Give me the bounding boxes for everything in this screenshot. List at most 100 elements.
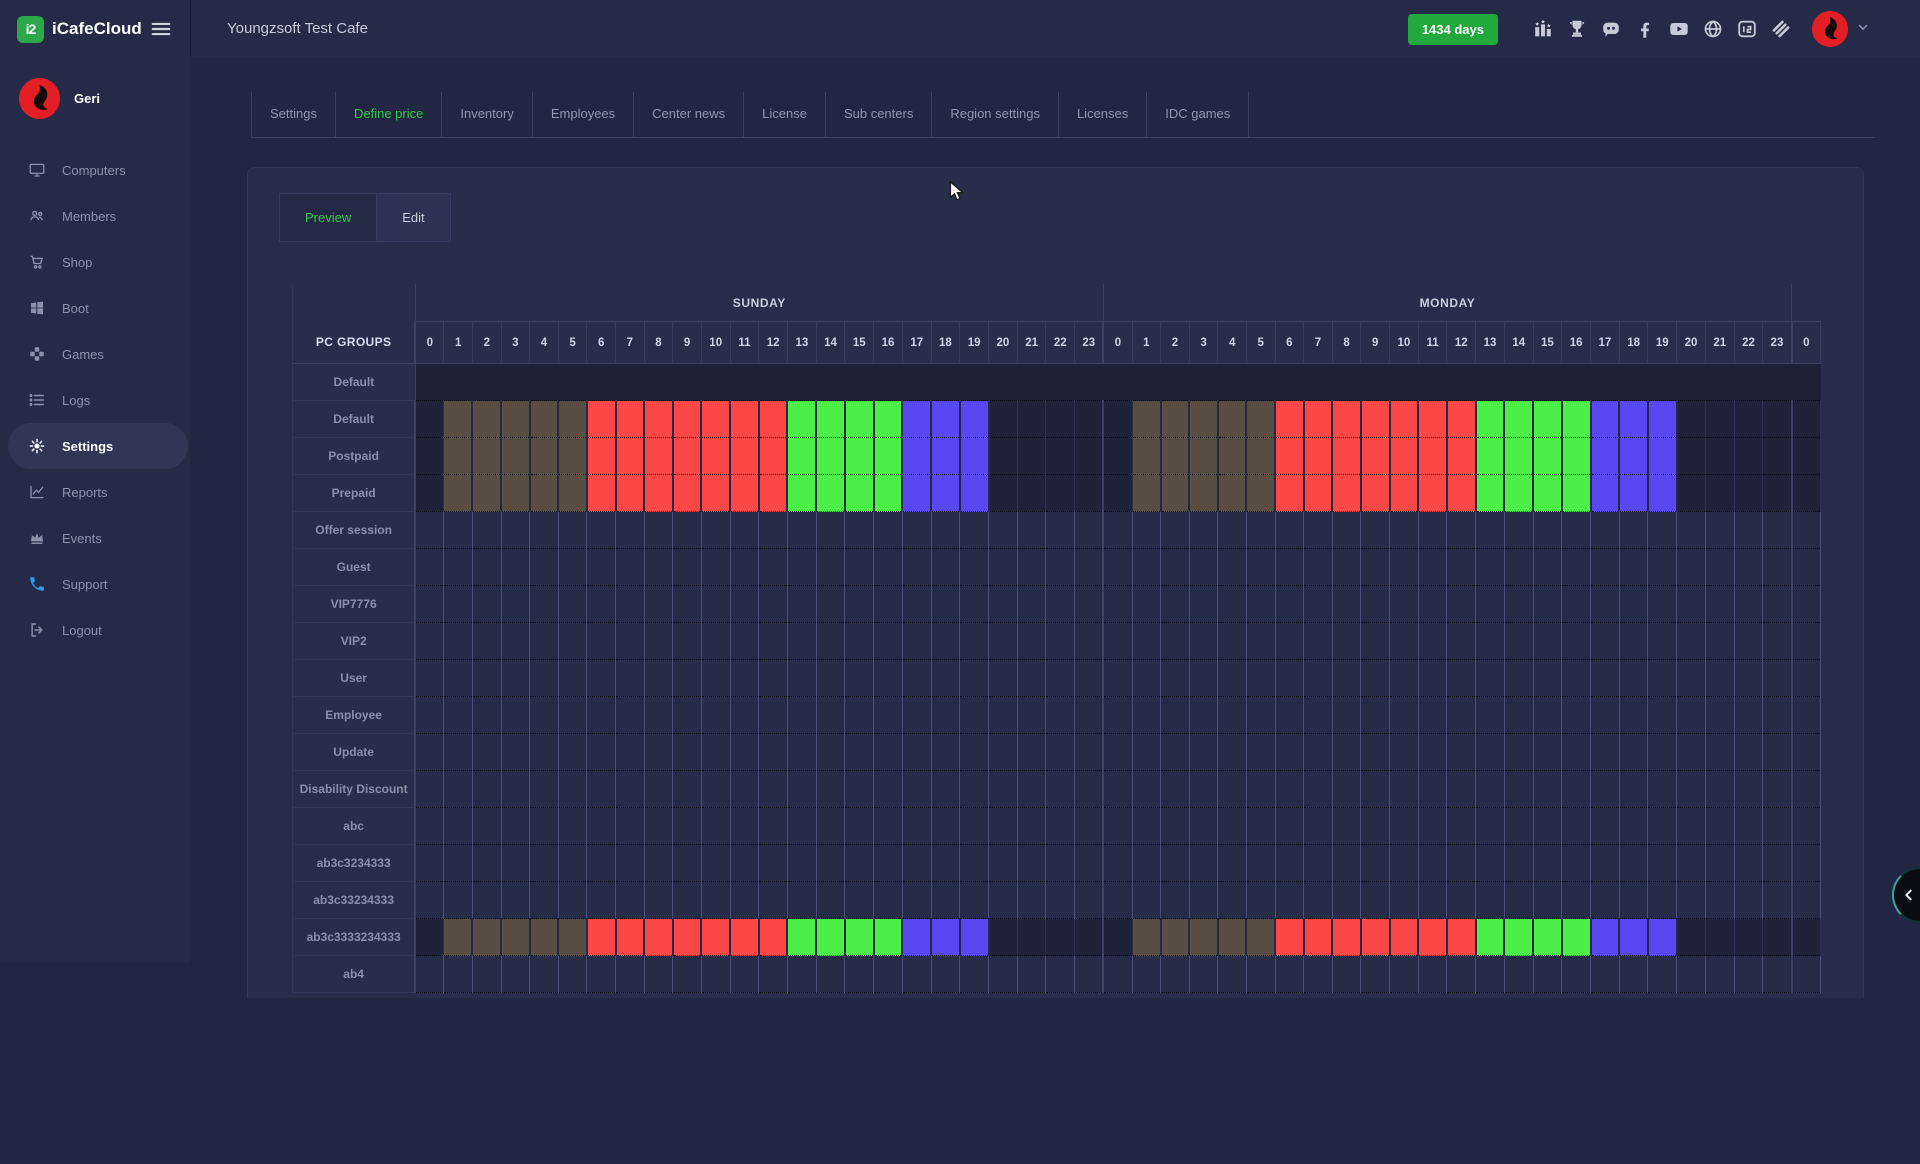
price-cell xyxy=(874,549,903,586)
group-label: VIP7776 xyxy=(293,586,416,623)
price-cell xyxy=(415,623,444,660)
tab-region-settings[interactable]: Region settings xyxy=(932,92,1059,137)
price-cell xyxy=(701,660,730,697)
youngzsoft-icon[interactable] xyxy=(1770,18,1792,40)
price-cell xyxy=(530,512,559,549)
tab-idc-games[interactable]: IDC games xyxy=(1147,92,1249,137)
price-cell xyxy=(1734,660,1763,697)
subtab-edit[interactable]: Edit xyxy=(377,193,450,242)
license-days-badge[interactable]: 1434 days xyxy=(1408,14,1498,45)
price-cell xyxy=(701,438,730,475)
price-cell xyxy=(1447,401,1476,438)
icafecloud-card-icon[interactable] xyxy=(1736,18,1758,40)
user-avatar[interactable] xyxy=(1812,11,1848,47)
price-cell xyxy=(845,845,874,882)
sidebar-item-settings[interactable]: Settings xyxy=(8,423,188,469)
price-cell xyxy=(1218,549,1247,586)
sidebar-item-reports[interactable]: Reports xyxy=(0,469,190,515)
price-cell xyxy=(1562,845,1591,882)
globe-icon[interactable] xyxy=(1702,18,1724,40)
price-cell xyxy=(1361,623,1390,660)
youtube-icon[interactable] xyxy=(1668,18,1690,40)
price-cell xyxy=(1161,882,1190,919)
price-cell xyxy=(1792,586,1821,623)
sidebar-user[interactable]: Geri xyxy=(0,58,190,135)
tab-center-news[interactable]: Center news xyxy=(634,92,744,137)
price-cell xyxy=(787,623,816,660)
sidebar-item-computers[interactable]: Computers xyxy=(0,147,190,193)
price-cell xyxy=(701,512,730,549)
price-cell xyxy=(616,475,645,512)
price-cell xyxy=(1161,771,1190,808)
subtab-preview[interactable]: Preview xyxy=(279,193,377,242)
price-cell xyxy=(1075,623,1104,660)
price-cell xyxy=(1390,475,1419,512)
price-cell xyxy=(960,512,989,549)
price-cell xyxy=(845,549,874,586)
tab-license[interactable]: License xyxy=(744,92,826,137)
price-cell xyxy=(1619,586,1648,623)
price-cell xyxy=(816,586,845,623)
hour-header: 11 xyxy=(730,322,759,364)
price-cell xyxy=(902,956,931,993)
price-cell xyxy=(1504,586,1533,623)
collapse-panel-button[interactable] xyxy=(1892,867,1920,923)
price-cell xyxy=(845,808,874,845)
price-cell xyxy=(644,734,673,771)
price-cell xyxy=(1304,512,1333,549)
facebook-icon[interactable] xyxy=(1634,18,1656,40)
sidebar-item-members[interactable]: Members xyxy=(0,193,190,239)
sidebar-item-shop[interactable]: Shop xyxy=(0,239,190,285)
discord-icon[interactable] xyxy=(1600,18,1622,40)
sidebar-item-logout[interactable]: Logout xyxy=(0,607,190,653)
sidebar-item-support[interactable]: Support xyxy=(0,561,190,607)
brand[interactable]: i2 iCafeCloud xyxy=(17,0,142,58)
sidebar-item-games[interactable]: Games xyxy=(0,331,190,377)
sidebar-item-logs[interactable]: Logs xyxy=(0,377,190,423)
price-cell xyxy=(1332,734,1361,771)
price-cell xyxy=(1075,882,1104,919)
hamburger-menu-icon[interactable] xyxy=(150,18,172,45)
trophy-icon[interactable] xyxy=(1566,18,1588,40)
price-cell xyxy=(759,475,788,512)
price-cell xyxy=(1017,956,1046,993)
sidebar-item-events[interactable]: Events xyxy=(0,515,190,561)
price-cell xyxy=(1705,771,1734,808)
tab-sub-centers[interactable]: Sub centers xyxy=(826,92,932,137)
price-cell xyxy=(931,512,960,549)
price-cell xyxy=(1447,512,1476,549)
price-cell xyxy=(1447,697,1476,734)
leaderboard-icon[interactable] xyxy=(1532,18,1554,40)
price-cell xyxy=(1161,845,1190,882)
price-cell xyxy=(1591,660,1620,697)
price-cell xyxy=(960,660,989,697)
price-cell xyxy=(501,660,530,697)
price-cell xyxy=(1447,623,1476,660)
price-cell xyxy=(1161,697,1190,734)
group-label: ab3c3234333 xyxy=(293,845,416,882)
tab-licenses[interactable]: Licenses xyxy=(1059,92,1147,137)
price-cell xyxy=(1390,512,1419,549)
tab-inventory[interactable]: Inventory xyxy=(442,92,532,137)
price-cell xyxy=(1103,845,1132,882)
tab-employees[interactable]: Employees xyxy=(533,92,634,137)
sidebar-item-boot[interactable]: Boot xyxy=(0,285,190,331)
tab-settings[interactable]: Settings xyxy=(251,92,336,137)
tab-define-price[interactable]: Define price xyxy=(336,92,442,137)
hour-header: 21 xyxy=(1705,322,1734,364)
price-cell xyxy=(816,734,845,771)
price-cell xyxy=(1562,623,1591,660)
price-cell xyxy=(644,882,673,919)
price-cell xyxy=(1648,734,1677,771)
price-cell xyxy=(1763,623,1792,660)
sidebar-user-name: Geri xyxy=(74,91,100,106)
price-cell xyxy=(730,660,759,697)
price-cell xyxy=(1648,475,1677,512)
price-cell xyxy=(759,660,788,697)
hour-header: 17 xyxy=(1591,322,1620,364)
price-cell xyxy=(530,475,559,512)
price-cell xyxy=(1562,512,1591,549)
price-cell xyxy=(989,956,1018,993)
chevron-down-icon[interactable] xyxy=(1856,20,1870,39)
price-cell xyxy=(415,771,444,808)
